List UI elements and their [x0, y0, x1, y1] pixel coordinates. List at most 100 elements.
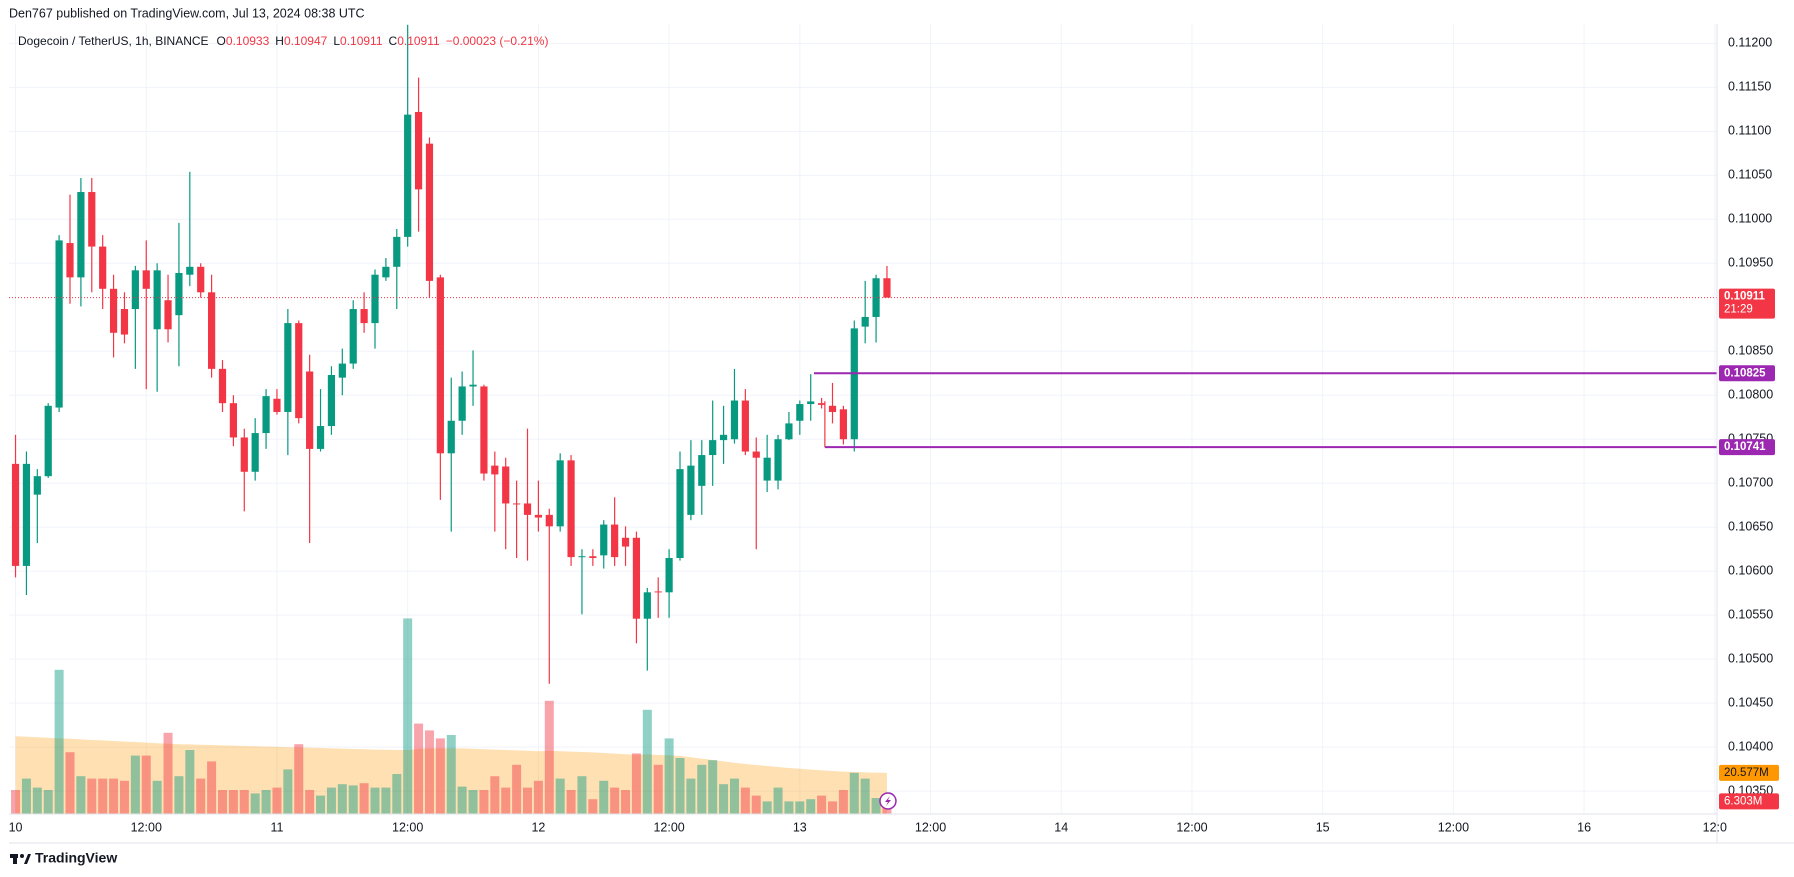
change: −0.00023 (−0.21%): [446, 34, 549, 48]
candle-body: [55, 240, 63, 408]
volume-bar: [283, 769, 293, 814]
x-tick-label: 15: [1316, 820, 1330, 834]
candle-body: [469, 384, 477, 387]
volume-bar: [653, 764, 663, 814]
candle-body: [752, 451, 760, 458]
x-tick-label: 13: [793, 820, 807, 834]
x-tick-label: 12:00: [131, 820, 162, 834]
candle-body: [404, 114, 412, 237]
volume-bar: [218, 790, 227, 814]
volume-bar: [21, 778, 31, 814]
volume-bar: [54, 669, 64, 814]
volume-bar: [621, 790, 631, 814]
y-tick-label: 0.11000: [1728, 212, 1772, 226]
x-tick-label: 14: [1054, 820, 1068, 834]
volume-bar: [141, 755, 151, 814]
candle-body: [295, 323, 303, 419]
volume-bar: [87, 778, 97, 814]
candle-body: [534, 514, 542, 518]
volume-bar: [708, 760, 718, 814]
volume-bar: [76, 776, 86, 814]
candle-body: [828, 405, 837, 412]
candle-body: [142, 270, 150, 289]
x-tick-label: 16: [1577, 820, 1591, 834]
candle-body: [393, 236, 401, 267]
candle-body: [382, 266, 390, 278]
y-tick-label: 0.10600: [1728, 563, 1773, 577]
volume-bar: [523, 787, 532, 814]
candle-body: [513, 503, 521, 505]
x-tick-label: 12:00: [1176, 820, 1207, 834]
volume-box: [1719, 793, 1779, 810]
candle-body: [458, 386, 466, 421]
volume-bar: [784, 801, 794, 814]
candle-body: [186, 266, 194, 275]
volume-bar: [305, 790, 315, 814]
candle-body: [349, 309, 357, 364]
candle-body: [807, 401, 815, 405]
x-tick-label: 12:00: [1438, 820, 1469, 834]
volume-ma-label: 20.577M: [1724, 767, 1769, 779]
c-label: C: [389, 34, 398, 48]
y-tick-label: 0.11200: [1728, 36, 1772, 50]
y-tick-label: 0.11150: [1728, 80, 1771, 94]
candle-body: [850, 328, 858, 440]
candle-body: [502, 466, 510, 504]
volume-bar: [337, 784, 347, 814]
volume-bar: [185, 750, 195, 814]
candle-body: [11, 463, 20, 566]
volume-bar: [174, 776, 184, 814]
volume-bar: [729, 778, 739, 814]
volume-bar: [119, 780, 129, 814]
y-tick-label: 0.10700: [1728, 476, 1773, 490]
candle-body: [425, 143, 434, 281]
volume-bar: [860, 778, 870, 814]
volume-bar: [762, 801, 772, 814]
volume-bar: [130, 755, 140, 814]
volume-bar: [751, 795, 761, 814]
volume-ma-area: [15, 736, 887, 814]
volume-bar: [577, 776, 587, 814]
l-value: 0.10911: [340, 34, 383, 48]
candle-body: [218, 368, 227, 404]
volume-bar: [272, 787, 282, 814]
volume-bar: [468, 790, 478, 814]
volume-bar: [109, 778, 119, 814]
volume-bar: [43, 790, 53, 814]
volume-bar: [533, 780, 543, 814]
candle-body: [371, 274, 379, 324]
volume-bar: [642, 709, 652, 814]
candle-body: [730, 400, 739, 440]
candle-body: [741, 400, 749, 452]
publish-info: Den767 published on TradingView.com, Jul…: [9, 6, 365, 20]
c-value: 0.10911: [397, 34, 440, 48]
line-price-label: 0.10741: [1724, 441, 1766, 453]
volume-bar: [566, 790, 576, 814]
candle-body: [687, 465, 695, 515]
volume-bar: [424, 730, 434, 814]
y-tick-label: 0.11050: [1728, 168, 1772, 182]
candle-body: [316, 426, 325, 449]
volume-bar: [697, 764, 707, 814]
candle-body: [251, 433, 259, 472]
candle-body: [578, 556, 586, 558]
candle-body: [818, 403, 826, 405]
candle-body: [611, 524, 619, 558]
volume-bar: [838, 790, 848, 814]
y-tick-label: 0.10550: [1728, 607, 1773, 621]
candle-body: [839, 409, 847, 440]
candle-body: [676, 469, 684, 558]
volume-bar: [32, 787, 42, 814]
volume-bar: [664, 738, 674, 814]
h-value: 0.10947: [284, 34, 328, 48]
candle-body: [545, 514, 553, 527]
volume-bar: [457, 786, 467, 814]
x-tick-label: 11: [270, 820, 283, 834]
replay-icon-bolt: [884, 796, 891, 806]
candle-body: [589, 556, 597, 558]
y-tick-label: 0.11100: [1728, 124, 1771, 138]
candle-body: [77, 192, 85, 278]
volume-label: 6.303M: [1724, 795, 1762, 807]
volume-bar: [588, 799, 598, 814]
candle-body: [600, 524, 608, 556]
